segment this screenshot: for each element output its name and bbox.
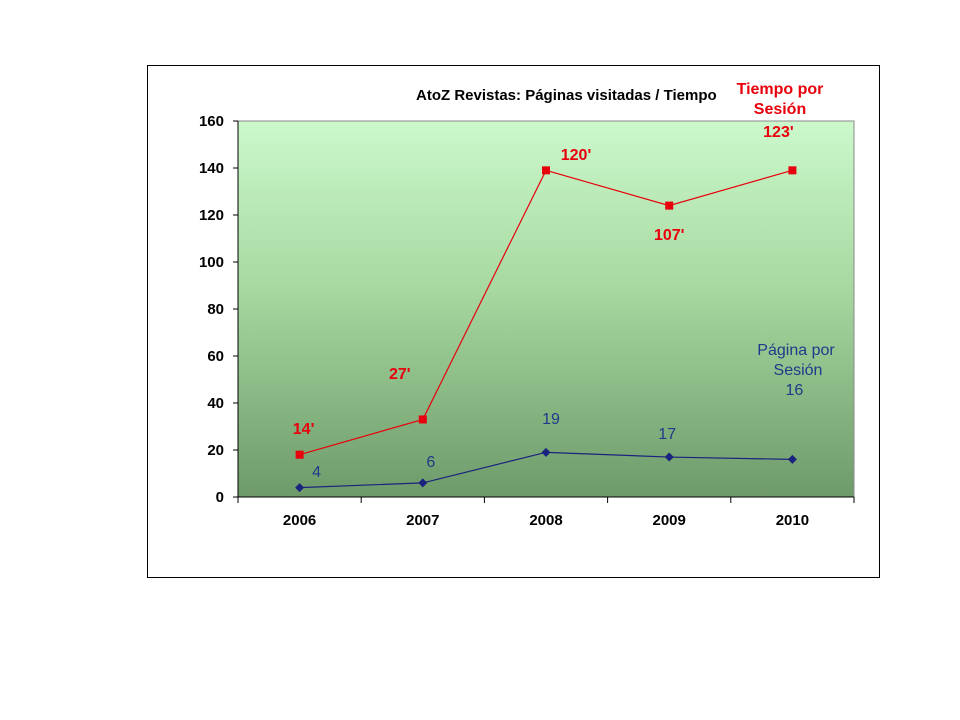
point-label-tiempo: 27' — [389, 366, 411, 383]
point-label-tiempo: 123' — [763, 124, 794, 141]
point-tiempo — [418, 415, 427, 424]
plot-area — [237, 120, 855, 498]
point-label-pagina: 19 — [542, 411, 560, 428]
y-tick-label: 0 — [216, 489, 224, 506]
x-tick-label: 2008 — [529, 512, 562, 529]
chart-title: AtoZ Revistas: Páginas visitadas / Tiemp… — [416, 87, 717, 104]
point-tiempo — [788, 166, 797, 175]
tiempo-annotation-line2: Sesión — [754, 101, 806, 118]
point-tiempo — [295, 450, 304, 459]
point-pagina — [295, 483, 305, 493]
x-tick-label: 2009 — [653, 512, 686, 529]
y-tick-label: 20 — [207, 442, 224, 459]
point-labels: 14' 27' 120' 107' 123' 4 6 19 17 16 — [293, 124, 804, 481]
point-label-tiempo: 107' — [654, 227, 685, 244]
tiempo-annotation-line1: Tiempo por — [737, 81, 824, 98]
x-tick-label: 2006 — [283, 512, 316, 529]
point-tiempo — [665, 201, 674, 210]
line-chart: AtoZ Revistas: Páginas visitadas / Tiemp… — [199, 81, 855, 529]
point-tiempo — [542, 166, 550, 175]
y-tick-label: 40 — [207, 395, 224, 412]
x-tick-label: 2007 — [406, 512, 439, 529]
point-label-pagina: 16 — [786, 382, 804, 399]
point-label-tiempo: 14' — [293, 421, 315, 438]
x-tick-label: 2010 — [776, 512, 809, 529]
x-axis-ticks: 2006 2007 2008 2009 2010 — [237, 497, 855, 529]
point-label-pagina: 4 — [312, 464, 321, 481]
point-pagina — [541, 447, 551, 457]
y-tick-label: 120 — [199, 207, 224, 224]
point-label-pagina: 17 — [658, 426, 676, 443]
point-pagina — [787, 454, 797, 464]
pagina-annotation-line2: Sesión — [774, 362, 823, 379]
point-label-tiempo: 120' — [561, 147, 592, 164]
y-tick-label: 80 — [207, 301, 224, 318]
y-tick-label: 140 — [199, 160, 224, 177]
y-tick-label: 100 — [199, 254, 224, 271]
point-label-pagina: 6 — [426, 454, 435, 471]
chart-frame: AtoZ Revistas: Páginas visitadas / Tiemp… — [147, 65, 880, 578]
point-pagina — [664, 452, 674, 462]
series-layer — [295, 166, 797, 493]
point-pagina — [418, 478, 428, 488]
y-tick-label: 160 — [199, 113, 224, 130]
y-axis-ticks: 0 20 40 60 80 100 120 140 160 — [199, 113, 238, 506]
y-tick-label: 60 — [207, 348, 224, 365]
pagina-annotation-line1: Página por — [757, 342, 835, 359]
